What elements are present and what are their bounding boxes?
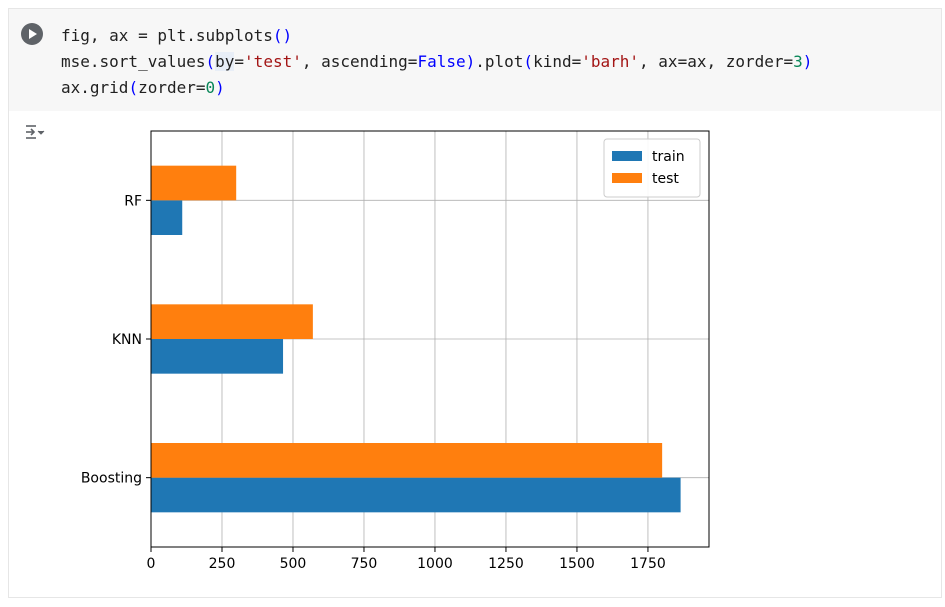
- bar-train-rf: [151, 200, 183, 235]
- y-tick-label: KNN: [112, 332, 142, 348]
- bar-test-boosting: [151, 443, 663, 478]
- notebook-cell: fig, ax = plt.subplots() mse.sort_values…: [8, 8, 942, 598]
- x-tick-label: 1500: [559, 556, 595, 572]
- x-tick-label: 1250: [488, 556, 524, 572]
- bar-test-knn: [151, 304, 313, 339]
- legend-box: [603, 138, 701, 198]
- legend-swatch-test: [612, 173, 642, 183]
- legend-label-train: train: [652, 149, 685, 165]
- legend-swatch-train: [612, 151, 642, 161]
- x-tick-label: 500: [280, 556, 307, 572]
- x-tick-label: 250: [209, 556, 236, 572]
- x-tick-label: 750: [351, 556, 378, 572]
- code-text[interactable]: fig, ax = plt.subplots() mse.sort_values…: [61, 23, 812, 101]
- code-line-1: fig, ax = plt.subplots(): [61, 26, 293, 45]
- bar-chart: 0 250 500 750 1000 1250 1500 1750 Boosting KNN RF t…: [81, 130, 710, 572]
- y-tick-label: RF: [124, 193, 142, 209]
- bar-train-knn: [151, 339, 284, 374]
- bar-train-boosting: [151, 477, 681, 513]
- x-tick-label: 0: [147, 556, 156, 572]
- output-toggle-icon[interactable]: [23, 121, 45, 143]
- code-line-3: ax.grid(zorder=0): [61, 78, 225, 97]
- code-line-2: mse.sort_values(by='test', ascending=Fal…: [61, 52, 813, 71]
- legend-label-test: test: [652, 171, 679, 187]
- x-tick-label: 1750: [630, 556, 666, 572]
- code-editor[interactable]: fig, ax = plt.subplots() mse.sort_values…: [9, 9, 941, 111]
- play-circle-icon[interactable]: [21, 23, 43, 45]
- y-tick-label: Boosting: [81, 471, 142, 487]
- bar-test-rf: [151, 165, 237, 201]
- x-tick-label: 1000: [417, 556, 453, 572]
